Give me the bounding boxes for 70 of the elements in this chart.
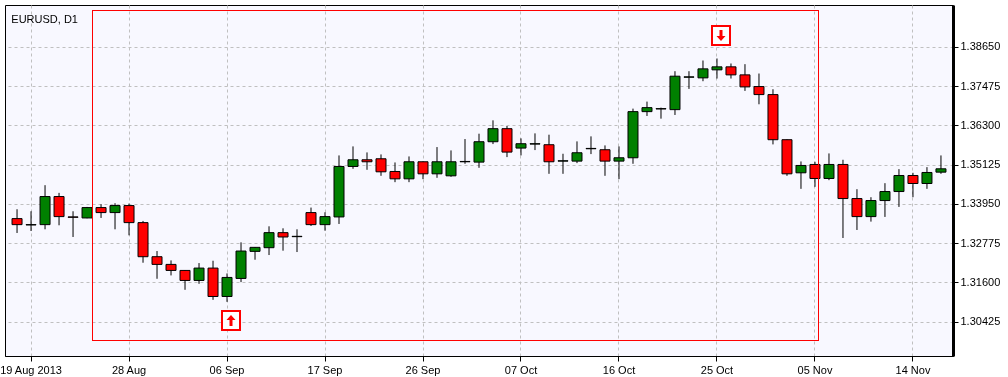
candlestick bbox=[431, 146, 443, 179]
candlestick bbox=[109, 202, 121, 230]
candlestick bbox=[557, 153, 569, 175]
candlestick bbox=[697, 59, 709, 82]
y-tick-label: 1.31600 bbox=[960, 275, 1001, 288]
candlestick bbox=[193, 262, 205, 285]
x-tick-label: 07 Oct bbox=[504, 363, 538, 376]
candlestick bbox=[361, 151, 373, 171]
candlestick bbox=[375, 153, 387, 177]
candlestick bbox=[347, 145, 359, 170]
candlestick bbox=[151, 250, 163, 280]
y-tick-label: 1.33950 bbox=[960, 197, 1001, 210]
x-tick-label: 17 Sep bbox=[307, 363, 343, 376]
y-tick-label: 1.38650 bbox=[960, 40, 1001, 53]
candlestick bbox=[739, 63, 751, 92]
candlestick bbox=[165, 259, 177, 276]
candlestick bbox=[305, 207, 317, 227]
candlestick bbox=[473, 133, 485, 169]
x-tick-label: 26 Sep bbox=[405, 363, 441, 376]
text: EURUSD, D1 bbox=[11, 13, 78, 25]
candlestick bbox=[501, 125, 513, 158]
y-tick-label: 1.30425 bbox=[960, 315, 1001, 328]
candlestick bbox=[445, 149, 457, 178]
y-tick-label: 1.37475 bbox=[960, 79, 1001, 92]
candlestick bbox=[823, 152, 835, 181]
candlestick bbox=[487, 119, 499, 145]
candlestick bbox=[879, 182, 891, 218]
candlestick bbox=[851, 188, 863, 231]
candlestick bbox=[403, 155, 415, 183]
candlestick bbox=[711, 57, 723, 80]
candlestick bbox=[543, 134, 555, 175]
candlestick bbox=[529, 132, 541, 151]
candlestick bbox=[935, 154, 947, 175]
x-tick-label: 06 Sep bbox=[209, 363, 245, 376]
y-tick-label: 1.35125 bbox=[960, 158, 1001, 171]
candlestick bbox=[67, 210, 79, 238]
candlestick bbox=[571, 140, 583, 164]
x-tick-label: 16 Oct bbox=[602, 363, 636, 376]
candlestick bbox=[319, 211, 331, 232]
candlestick bbox=[613, 145, 625, 180]
x-tick-label: 19 Aug 2013 bbox=[0, 363, 62, 376]
candlestick bbox=[263, 225, 275, 256]
candlestick bbox=[921, 166, 933, 190]
y-tick-label: 1.36300 bbox=[960, 118, 1001, 131]
candlestick bbox=[277, 227, 289, 252]
candlestick bbox=[53, 192, 65, 226]
candlestick bbox=[515, 137, 527, 156]
candlestick bbox=[25, 210, 37, 232]
y-tick-label: 1.32775 bbox=[960, 236, 1001, 249]
candlestick bbox=[753, 73, 765, 105]
candlestick bbox=[179, 269, 191, 291]
candlestick bbox=[641, 101, 653, 117]
candlestick bbox=[249, 246, 261, 261]
candlestick bbox=[221, 272, 233, 303]
x-tick-label: 25 Oct bbox=[700, 363, 734, 376]
candlestick bbox=[893, 168, 905, 208]
candlestick bbox=[795, 160, 807, 190]
candlestick bbox=[809, 161, 821, 188]
candlestick bbox=[95, 203, 107, 219]
candlestick bbox=[599, 144, 611, 177]
candlestick bbox=[907, 172, 919, 198]
x-tick-label: 28 Aug bbox=[111, 363, 147, 376]
x-tick-label: 14 Nov bbox=[895, 363, 931, 376]
candlestick bbox=[655, 107, 667, 120]
candlestick bbox=[11, 208, 23, 234]
candlestick bbox=[123, 203, 135, 236]
x-tick-label: 05 Nov bbox=[797, 363, 833, 376]
candlestick bbox=[865, 196, 877, 223]
candlestick bbox=[389, 161, 401, 183]
candlestick bbox=[683, 70, 695, 90]
